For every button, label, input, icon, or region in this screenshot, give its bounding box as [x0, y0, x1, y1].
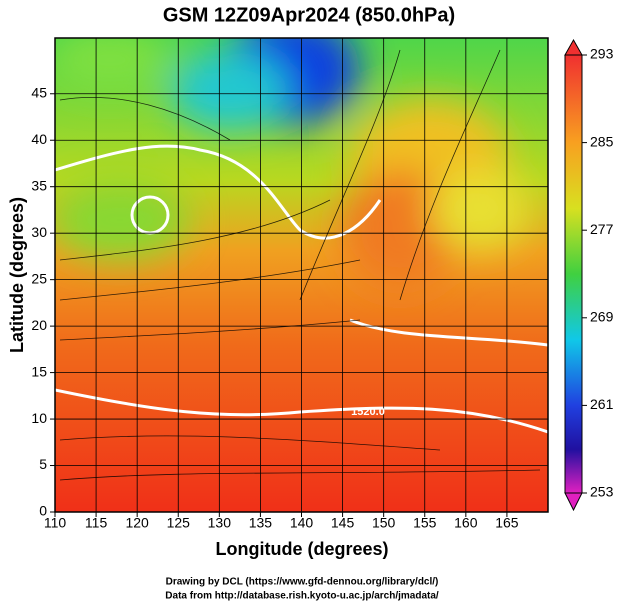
- title: GSM 12Z09Apr2024 (850.0hPa): [163, 4, 455, 26]
- credit: Data from http://database.rish.kyoto-u.a…: [165, 591, 439, 602]
- x-tick-label: 150: [372, 515, 396, 531]
- x-tick-label: 140: [290, 515, 314, 531]
- colorbar-tick-label: 293: [590, 46, 614, 62]
- colorbar-tick-label: 261: [590, 396, 614, 412]
- x-tick-label: 145: [331, 515, 355, 531]
- y-tick-label: 30: [31, 224, 47, 240]
- colorbar-tick-label: 285: [590, 133, 614, 149]
- colorbar: [564, 38, 583, 512]
- y-tick-label: 45: [31, 84, 47, 100]
- y-tick-label: 35: [31, 177, 47, 193]
- credit: Drawing by DCL (https://www.gfd-dennou.o…: [166, 577, 439, 588]
- y-tick-label: 25: [31, 270, 47, 286]
- y-tick-label: 20: [31, 317, 47, 333]
- y-tick-label: 15: [31, 363, 47, 379]
- y-tick-label: 40: [31, 131, 47, 147]
- x-tick-label: 120: [125, 515, 149, 531]
- colorbar-tick-label: 269: [590, 309, 614, 325]
- x-tick-label: 160: [454, 515, 478, 531]
- colorbar-tick-label: 253: [590, 484, 614, 500]
- y-tick-label: 5: [39, 456, 47, 472]
- colorbar-tick-label: 277: [590, 221, 614, 237]
- x-tick-label: 115: [85, 515, 108, 531]
- y-tick-label: 0: [39, 503, 47, 519]
- x-tick-label: 135: [249, 515, 273, 531]
- temperature-field: [55, 38, 548, 512]
- plot-frame: [54, 37, 549, 513]
- x-axis-title: Longitude (degrees): [215, 539, 388, 559]
- x-tick-label: 130: [208, 515, 232, 531]
- x-tick-label: 125: [167, 515, 191, 531]
- y-tick-label: 10: [31, 410, 47, 426]
- y-axis-title: Latitude (degrees): [7, 197, 27, 353]
- x-tick-label: 165: [495, 515, 519, 531]
- contour-label: 1520.0: [351, 406, 385, 418]
- x-tick-label: 155: [413, 515, 437, 531]
- x-tick-label: 110: [44, 515, 67, 531]
